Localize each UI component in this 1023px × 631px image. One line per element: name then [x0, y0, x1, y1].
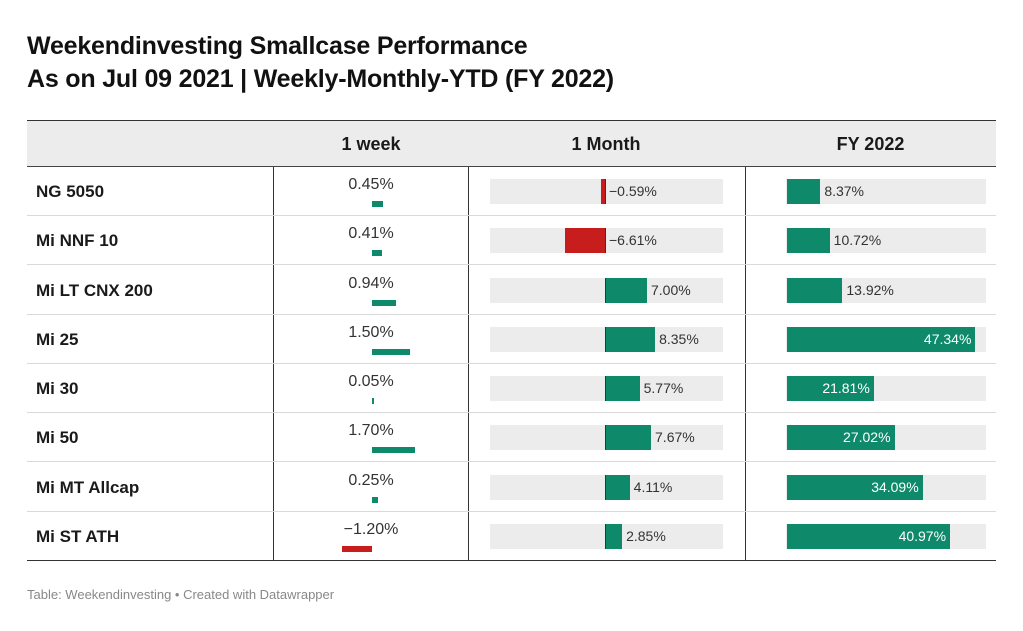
fy-value-label: 47.34%	[923, 330, 972, 347]
fy-bar	[787, 523, 951, 549]
fy-value-label: 27.02%	[843, 429, 891, 446]
month-zero-line	[605, 326, 606, 352]
column-divider	[745, 167, 746, 561]
month-value-label: 7.67%	[655, 429, 695, 446]
week-bar	[372, 348, 410, 355]
header-month: 1 Month	[571, 134, 641, 154]
fy-bar	[787, 425, 895, 451]
fy-bar	[787, 474, 923, 500]
week-value-label: 0.94%	[348, 274, 394, 292]
row-name: Mi 30	[36, 379, 79, 398]
fy-bar	[787, 376, 874, 401]
month-bar	[601, 179, 605, 204]
table-row: Mi ST ATH −1.20% 2.85% 40.97%	[27, 512, 996, 561]
title-line-1: Weekendinvesting Smallcase Performance	[27, 32, 528, 60]
week-value-label: −1.20%	[343, 520, 399, 538]
table-row: Mi MT Allcap 0.25% 4.11% 34.09%	[27, 463, 996, 512]
month-bar	[605, 523, 623, 549]
row-name: Mi MT Allcap	[36, 477, 140, 497]
row-name: NG 5050	[36, 182, 105, 201]
performance-table: 1 week 1 Month FY 2022 NG 5050 0.45% −0.59…	[27, 120, 996, 561]
month-zero-line	[605, 376, 606, 401]
month-value-label: −6.61%	[609, 232, 657, 249]
month-value-label: 7.00%	[651, 281, 691, 298]
week-bar	[372, 299, 396, 306]
week-value-label: 1.70%	[348, 422, 394, 440]
month-bar	[605, 425, 652, 451]
month-zero-line	[605, 228, 606, 254]
fy-value-label: 40.97%	[898, 527, 947, 544]
month-bar	[565, 228, 605, 254]
month-bar	[605, 474, 630, 500]
week-bar	[372, 250, 383, 257]
month-value-label: 4.11%	[633, 478, 673, 495]
month-zero-line	[605, 474, 606, 500]
table-header: 1 week 1 Month FY 2022	[27, 121, 996, 167]
fy-value-label: 34.09%	[871, 478, 919, 495]
table-row: Mi 50 1.70% 7.67% 27.02%	[27, 413, 996, 463]
column-divider	[273, 167, 274, 561]
month-value-label: 5.77%	[643, 380, 684, 396]
week-bar	[372, 398, 374, 404]
fy-bar	[787, 326, 976, 352]
table-row: NG 5050 0.45% −0.59% 8.37%	[27, 167, 996, 216]
table-row: Mi 25 1.50% 8.35% 47.34%	[27, 315, 996, 364]
fy-value-label: 10.72%	[833, 232, 882, 249]
header-fy: FY 2022	[836, 134, 905, 154]
week-bar	[372, 447, 415, 454]
title-line-2: As on Jul 09 2021 | Weekly-Monthly-YTD (…	[27, 65, 614, 93]
week-value-label: 0.05%	[348, 373, 394, 390]
month-bar-track	[490, 228, 723, 254]
table-row: Mi LT CNX 200 0.94% 7.00% 13.92%	[27, 266, 996, 315]
row-name: Mi 25	[36, 329, 79, 349]
chart-title: Weekendinvesting Smallcase Performance A…	[27, 30, 614, 96]
table-row: Mi 30 0.05% 5.77% 21.81%	[27, 364, 996, 413]
month-bar	[605, 376, 640, 401]
week-value-label: 0.45%	[348, 176, 394, 193]
week-value-label: 0.25%	[348, 471, 394, 489]
column-divider	[468, 167, 469, 561]
row-name: Mi ST ATH	[36, 526, 120, 546]
week-bar	[342, 545, 372, 552]
row-name: Mi 50	[36, 428, 79, 448]
month-value-label: 2.85%	[626, 527, 666, 544]
month-bar	[605, 277, 647, 303]
month-zero-line	[605, 179, 606, 204]
fy-bar	[787, 179, 821, 204]
row-name: Mi NNF 10	[36, 231, 119, 251]
table-row: Mi NNF 10 0.41% −6.61% 10.72%	[27, 216, 996, 266]
month-zero-line	[605, 523, 606, 549]
month-zero-line	[605, 277, 606, 303]
week-bar	[372, 496, 379, 503]
week-value-label: 1.50%	[348, 323, 394, 341]
month-bar-track	[490, 179, 723, 204]
month-zero-line	[605, 425, 606, 451]
month-value-label: −0.59%	[609, 183, 657, 199]
fy-value-label: 13.92%	[846, 281, 894, 298]
row-name: Mi LT CNX 200	[36, 280, 153, 300]
month-bar	[605, 326, 656, 352]
week-bar	[372, 201, 384, 207]
source-footer: Table: Weekendinvesting • Created with D…	[27, 587, 335, 602]
week-value-label: 0.41%	[348, 225, 394, 243]
header-name	[27, 121, 273, 167]
fy-bar	[787, 277, 843, 303]
header-week: 1 week	[341, 134, 401, 154]
month-value-label: 8.35%	[659, 330, 699, 347]
fy-value-label: 21.81%	[822, 380, 870, 396]
fy-bar	[787, 228, 830, 254]
fy-value-label: 8.37%	[824, 183, 865, 199]
